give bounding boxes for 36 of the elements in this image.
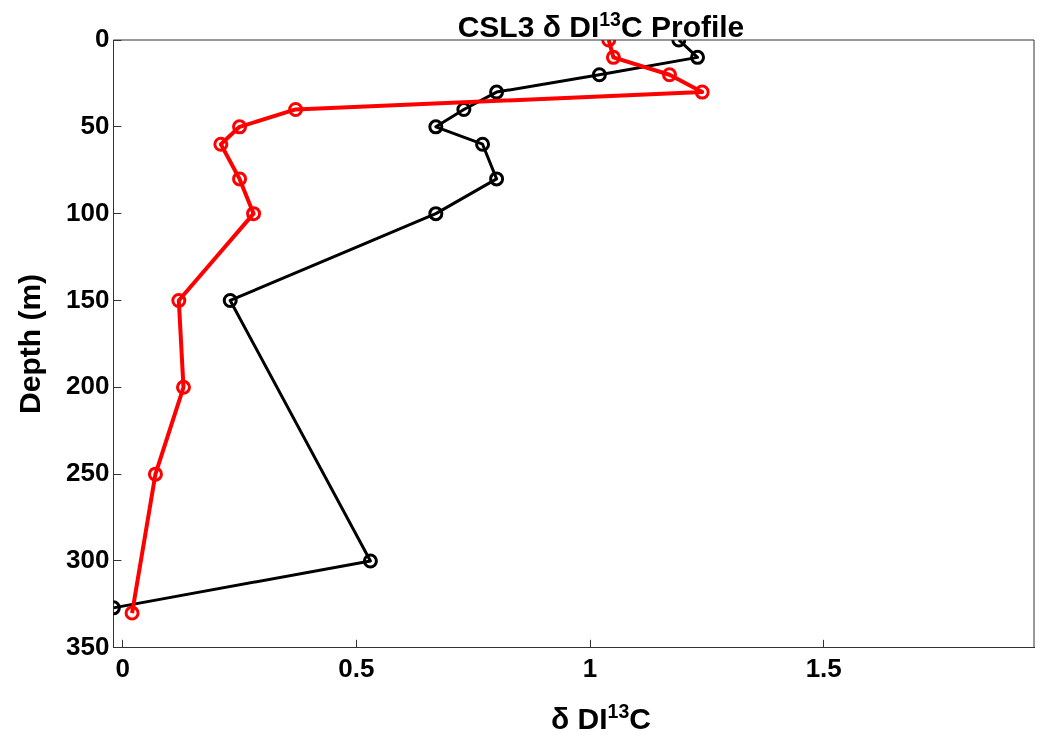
point — [246, 206, 262, 222]
x-tick-label: 1.5 — [805, 652, 842, 683]
y-axis-title: Depth (m) — [13, 273, 47, 414]
y-tick-label: 350 — [65, 630, 110, 661]
point — [475, 136, 491, 152]
point — [591, 67, 607, 83]
x-tick-label: 0.5 — [338, 652, 375, 683]
point — [661, 67, 677, 83]
point — [362, 553, 378, 569]
point — [288, 101, 304, 117]
point — [489, 84, 505, 100]
point — [175, 379, 191, 395]
point — [213, 136, 229, 152]
y-tick-label: 200 — [65, 370, 110, 401]
point — [605, 49, 621, 65]
chart-title: CSL3 δ DI$^{13}$C Profile — [456, 8, 746, 44]
point — [489, 171, 505, 187]
point — [222, 292, 238, 308]
point — [124, 605, 140, 621]
point — [147, 466, 163, 482]
point — [428, 119, 444, 135]
point — [232, 171, 248, 187]
point — [690, 49, 706, 65]
y-tick-label: 250 — [65, 457, 110, 488]
y-tick-label: 300 — [65, 544, 110, 575]
x-tick-label: 1 — [582, 652, 598, 683]
y-tick-label: 150 — [65, 283, 110, 314]
y-tick-label: 50 — [80, 110, 110, 140]
x-axis-title: δ DI$^{13}$C — [550, 700, 652, 736]
point — [171, 292, 187, 308]
point — [232, 119, 248, 135]
y-tick-label: 100 — [65, 196, 110, 227]
point — [428, 206, 444, 222]
y-tick-label: 0 — [94, 23, 110, 54]
x-tick-label: 0 — [115, 652, 130, 683]
point — [694, 84, 710, 100]
